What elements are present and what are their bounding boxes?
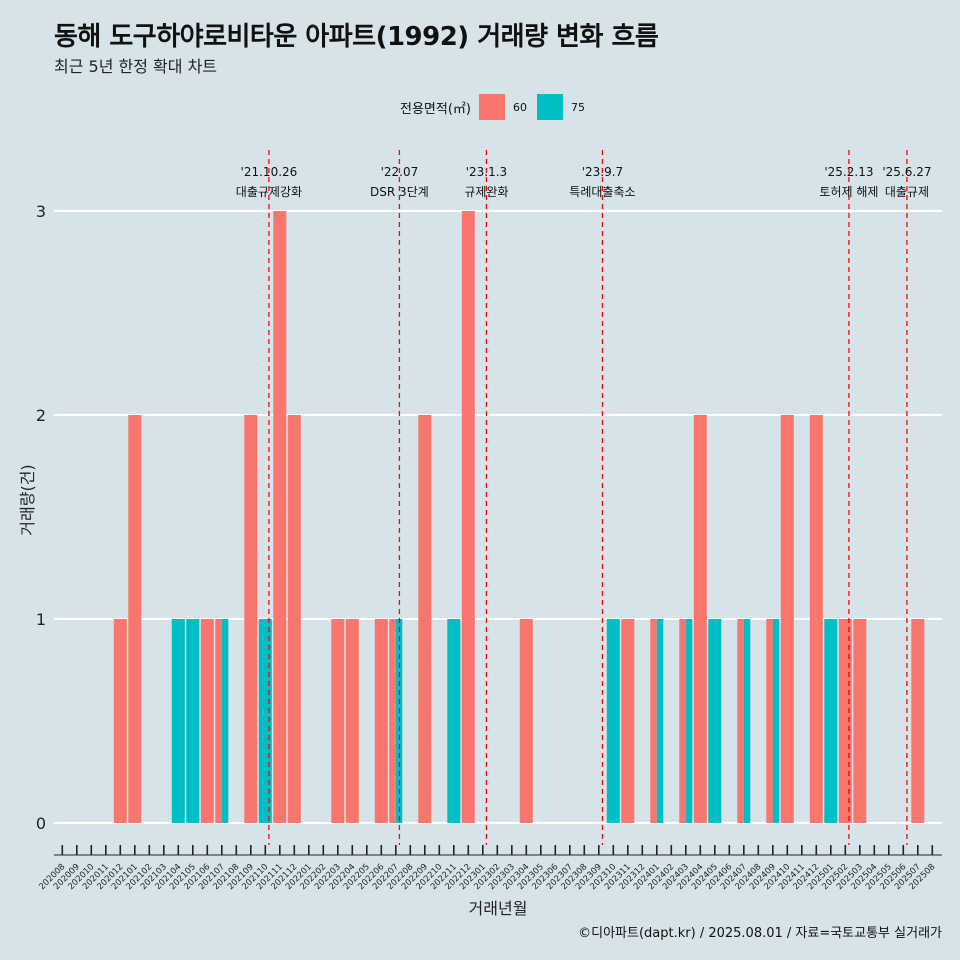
chart-subtitle: 최근 5년 한정 확대 차트 <box>54 57 218 76</box>
bar-60-202204 <box>345 619 359 823</box>
bar-60-202404 <box>693 415 707 823</box>
bar-75-202211 <box>447 619 461 823</box>
bar-60-202101 <box>128 415 142 823</box>
legend-label-75: 75 <box>570 100 585 114</box>
event-label-4: 토허제 해제 <box>819 185 878 199</box>
bar-75-202403 <box>685 619 693 823</box>
bar-60-202209 <box>418 415 432 823</box>
bar-60-202401 <box>650 619 657 823</box>
bar-60-202212 <box>461 211 475 823</box>
y-tick-label-0: 0 <box>36 814 46 833</box>
source-caption: ©디아파트(dapt.kr) / 2025.08.01 / 자료=국토교통부 실… <box>578 926 942 941</box>
y-tick-label-3: 3 <box>36 202 46 221</box>
bar-60-202107 <box>215 619 222 823</box>
y-tick-label-1: 1 <box>36 610 46 629</box>
event-label-1: DSR 3단계 <box>370 185 429 199</box>
event-date-4: '25.2.13 <box>824 165 873 179</box>
bar-75-202110 <box>258 619 272 823</box>
bar-60-202503 <box>853 619 867 823</box>
bar-60-202304 <box>519 619 533 823</box>
bar-60-202109 <box>244 415 258 823</box>
event-date-0: '21.10.26 <box>241 165 298 179</box>
x-axis-title: 거래년월 <box>469 899 528 918</box>
bar-60-202206 <box>374 619 388 823</box>
chart-title: 동해 도구하야로비타운 아파트(1992) 거래량 변화 흐름 <box>54 22 659 52</box>
event-date-1: '22.07 <box>381 165 419 179</box>
legend-title: 전용면적(㎡) <box>400 101 471 117</box>
legend-label-60: 60 <box>512 100 527 114</box>
bar-75-202401 <box>656 619 664 823</box>
event-label-3: 특례대출축소 <box>569 185 635 199</box>
bar-60-202407 <box>737 619 744 823</box>
legend-key-60 <box>478 94 505 120</box>
bar-75-202104 <box>171 619 185 823</box>
bar-60-202412 <box>809 415 823 823</box>
bar-60-202502 <box>838 619 852 823</box>
y-tick-label-2: 2 <box>36 406 46 425</box>
bar-60-202112 <box>287 415 301 823</box>
bar-60-202403 <box>679 619 686 823</box>
bar-75-202407 <box>743 619 751 823</box>
legend-key-75 <box>536 94 563 120</box>
event-date-5: '25.6.27 <box>882 165 931 179</box>
event-label-2: 규제완화 <box>464 185 508 199</box>
bar-75-202105 <box>186 619 200 823</box>
bar-75-202501 <box>824 619 838 823</box>
y-axis-title: 거래량(건) <box>18 464 37 535</box>
event-date-2: '23.1.3 <box>466 165 507 179</box>
bar-75-202409 <box>772 619 780 823</box>
bar-60-202311 <box>621 619 635 823</box>
event-date-3: '23.9.7 <box>582 165 623 179</box>
bar-60-202409 <box>766 619 773 823</box>
event-label-5: 대출규제 <box>885 185 929 199</box>
bar-60-202410 <box>780 415 794 823</box>
bar-60-202012 <box>113 619 127 823</box>
legend: 전용면적(㎡) 60 75 <box>400 94 595 120</box>
bar-75-202310 <box>606 619 620 823</box>
event-label-0: 대출규제강화 <box>236 185 302 199</box>
bar-60-202207 <box>389 619 396 823</box>
bar-75-202405 <box>708 619 722 823</box>
bar-60-202111 <box>273 211 287 823</box>
bar-60-202507 <box>911 619 925 823</box>
bar-75-202107 <box>221 619 229 823</box>
bar-60-202106 <box>200 619 214 823</box>
bar-60-202203 <box>331 619 345 823</box>
